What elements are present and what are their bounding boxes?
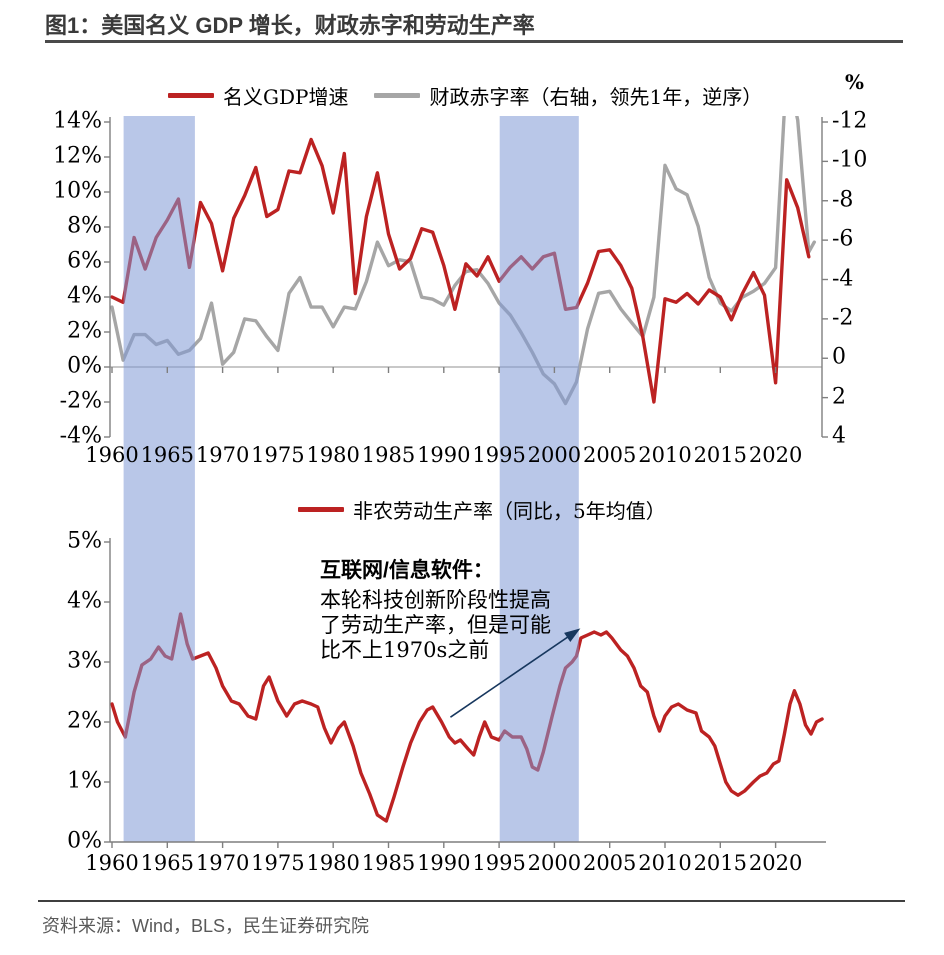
productivity-line [110,612,824,823]
highlight-band-1 [123,116,195,842]
source-note: 资料来源：Wind，BLS，民生证券研究院 [42,916,370,936]
legend-item-productivity: 非农劳动生产率（同比，5年均值） [298,495,666,524]
productivity-annotation: 互联网/信息软件： 本轮科技创新阶段性提高 了劳动生产率，但是可能 比不上197… [320,554,620,663]
figure-title: 图1：美国名义 GDP 增长，财政赤字和劳动生产率 [45,13,535,38]
top-chart-legend: 名义GDP增速 财政赤字率（右轴，领先1年，逆序） [168,81,762,110]
annotation-arrow-shaft [449,633,573,718]
annotation-line-3: 比不上1970s之前 [320,638,490,662]
footer-divider [38,900,905,902]
gdp-growth-line [110,137,811,404]
title-underline [45,40,903,43]
legend-label-fiscal-deficit: 财政赤字率（右轴，领先1年，逆序） [429,85,763,109]
highlight-band-2 [499,116,579,842]
legend-label-productivity: 非农劳动生产率（同比，5年均值） [353,499,666,523]
annotation-line-1: 本轮科技创新阶段性提高 [320,588,551,612]
gdp-growth-line-swatch [168,93,214,98]
fiscal-deficit-line-swatch [374,93,421,98]
productivity-line-swatch [298,507,344,512]
annotation-line-2: 了劳动生产率，但是可能 [320,613,551,637]
legend-item-fiscal-deficit: 财政赤字率（右轴，领先1年，逆序） [374,81,762,110]
annotation-arrow-head [564,628,581,642]
axes [104,117,828,848]
annotation-title: 互联网/信息软件： [320,559,494,582]
legend-item-gdp-growth: 名义GDP增速 [168,81,348,110]
fiscal-deficit-line [110,116,816,406]
right-axis-unit-label: % [845,70,865,94]
bottom-chart-legend: 非农劳动生产率（同比，5年均值） [298,495,666,524]
legend-label-gdp-growth: 名义GDP增速 [223,85,349,109]
